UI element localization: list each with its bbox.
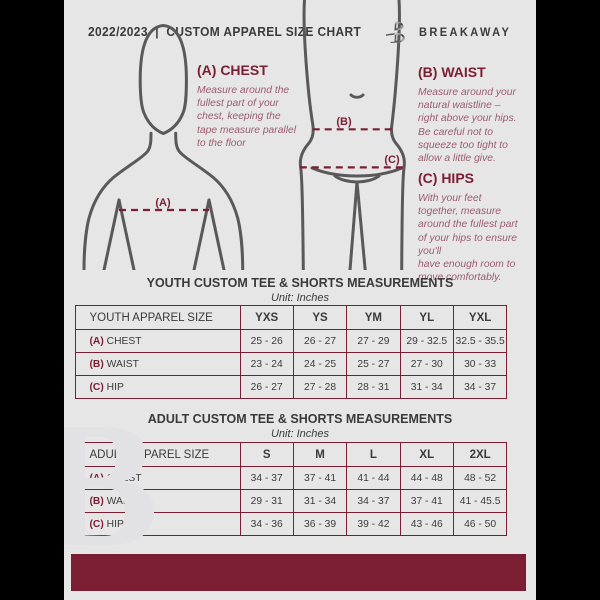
svg-text:(C): (C) — [384, 154, 400, 166]
svg-text:(A): (A) — [155, 197, 171, 209]
